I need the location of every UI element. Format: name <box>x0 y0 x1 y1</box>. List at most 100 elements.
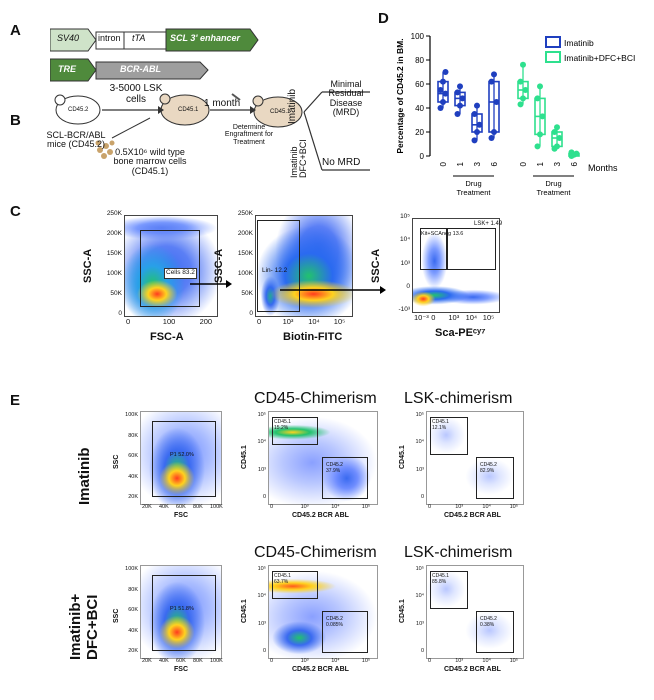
y-tick-label: 10⁵ <box>415 412 424 418</box>
cd45-2-gate-value: 0.085% <box>326 622 343 628</box>
x-axis-title: CD45.2 BCR ABL <box>444 666 501 673</box>
y-axis-title: CD45.1 <box>399 599 406 623</box>
y-tick-label: 100 <box>411 32 425 41</box>
cd45-1-gate-value: 85.8% <box>432 579 447 585</box>
x-tick-label: 0 <box>270 504 274 510</box>
data-point <box>454 111 461 117</box>
y-tick-label: 40 <box>415 104 424 113</box>
panel-label-b: B <box>10 112 21 129</box>
y-tick-label: 0 <box>262 494 266 500</box>
data-point <box>440 78 446 85</box>
x-tick-label: 0 <box>439 161 448 166</box>
y-tick-label: 10³ <box>258 620 266 627</box>
flow-plot-e-lsk-1 <box>426 411 524 505</box>
flow-plot-c2 <box>255 215 353 317</box>
x-tick-label: 60K <box>176 658 186 664</box>
cd45-1-gate-name: CD45.1 <box>274 419 291 425</box>
y-tick-label: 10⁵ <box>415 566 424 572</box>
x-tick-label: 0 <box>126 317 131 326</box>
legend-label: Imatinib+DFC+BCI <box>564 53 635 63</box>
y-tick-label: 80 <box>415 56 424 65</box>
y-tick-label: 10⁴ <box>257 593 266 600</box>
y-tick-label: 10³ <box>416 466 424 473</box>
data-point <box>522 87 529 93</box>
y-tick-label: 60K <box>128 607 138 613</box>
cd45-1-gate-name: CD45.1 <box>432 419 449 425</box>
p1-gate <box>152 575 216 651</box>
x-tick-label: 10³ <box>300 504 309 510</box>
y-tick-label: 100K <box>125 412 138 418</box>
data-point <box>457 102 463 109</box>
y-tick-label: 150K <box>237 250 253 257</box>
x-tick-label: 10⁴ <box>308 317 320 326</box>
data-point <box>551 129 558 135</box>
cd45-1-gate-name: CD45.1 <box>274 573 291 579</box>
y-tick-label: 50K <box>241 290 253 297</box>
x-tick-label: 0 <box>519 161 528 166</box>
row-label-combo: Imatinib+ DFC+BCI <box>67 593 101 660</box>
x-tick-label: 0 <box>257 317 262 326</box>
cd45-2-gate-name: CD45.2 <box>480 616 497 622</box>
x-axis-title: Sca-PEᶜʸ⁷ <box>435 327 486 339</box>
kit-scaneg-gate <box>420 228 448 270</box>
cd45-1-gate-value: 63.7% <box>274 579 289 585</box>
x-tick-label: 20K <box>142 658 152 664</box>
x-tick-label: 10⁵ <box>333 317 346 326</box>
x-tick-label: 10⁻³ <box>414 313 429 322</box>
y-tick-label: 10³ <box>258 466 266 473</box>
x-tick-label: 1 <box>536 161 545 166</box>
data-point <box>457 83 463 90</box>
x-tick-label: 10⁴ <box>331 504 340 510</box>
x-tick-label: 10⁴ <box>482 658 491 664</box>
flow-plot-e-fsc-2 <box>140 565 222 659</box>
x-tick-label: 40K <box>159 658 169 664</box>
x-axis-title: Months <box>588 163 618 173</box>
data-point <box>476 121 483 128</box>
y-tick-label: -10³ <box>398 306 410 313</box>
y-tick-label: 0 <box>420 648 424 654</box>
panel-a-constructs <box>50 28 259 82</box>
x-tick-label: 80K <box>193 504 203 510</box>
cd45-2-gate-name: CD45.2 <box>326 462 343 468</box>
x-tick-label: 10⁵ <box>482 313 495 322</box>
y-axis-title: Percentage of CD45.2 in BM. <box>395 38 405 153</box>
x-tick-label: 3 <box>553 161 562 166</box>
y-tick-label: 200K <box>237 230 253 237</box>
data-point <box>437 105 444 111</box>
row-label-imatinib: Imatinib <box>76 447 93 505</box>
legend-label: Imatinib <box>564 38 594 48</box>
data-point <box>491 71 497 78</box>
data-point <box>520 95 526 102</box>
y-tick-label: 10⁴ <box>415 593 424 600</box>
x-axis-title: FSC <box>174 666 188 673</box>
group-label-line2: Treatment <box>537 188 572 197</box>
x-tick-label: 100K <box>210 658 223 664</box>
mrd-label: Minimal Residual Disease (MRD) <box>328 79 364 118</box>
tta-label: tTA <box>132 33 146 43</box>
data-point <box>442 69 449 75</box>
lsk-chimerism-header-2: LSK-chimerism <box>404 544 513 561</box>
x-axis-title: CD45.2 BCR ABL <box>292 512 349 519</box>
y-tick-label: 10³ <box>400 259 410 267</box>
x-tick-label: 10³ <box>448 313 460 322</box>
y-tick-label: 10³ <box>416 620 424 627</box>
x-tick-label: 20K <box>142 504 152 510</box>
x-tick-label: 10³ <box>300 658 309 664</box>
y-tick-label: 10⁴ <box>399 236 410 244</box>
intron-label: intron <box>98 33 121 43</box>
data-point <box>517 101 524 108</box>
x-tick-label: 10³ <box>455 504 464 510</box>
mouse3-label: CD45.1 <box>270 109 291 115</box>
cd45-2-gate <box>476 611 514 653</box>
lsk-gate <box>446 228 496 270</box>
bcr-abl-label: BCR-ABL <box>120 64 161 74</box>
cd45-1-gate-value: 12.1% <box>432 425 447 431</box>
lsk-cells-label: 3-5000 LSK cells <box>109 83 163 105</box>
engrafted-mouse <box>253 96 303 128</box>
y-tick-label: 40K <box>128 473 138 480</box>
cd45-1-gate-value: 15.2% <box>274 425 289 431</box>
cd45-1-gate <box>272 417 318 445</box>
tre-label: TRE <box>58 64 76 74</box>
data-point <box>437 87 444 93</box>
y-tick-label: 0 <box>249 310 253 317</box>
